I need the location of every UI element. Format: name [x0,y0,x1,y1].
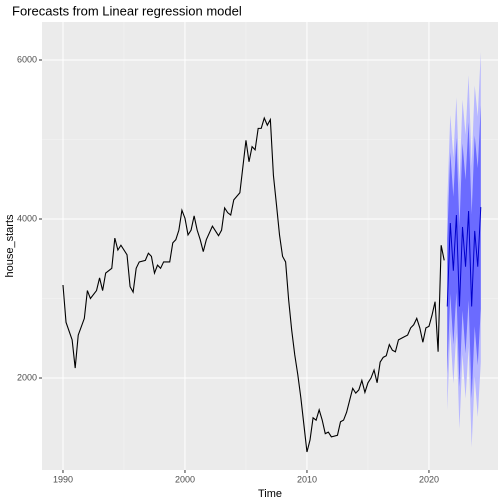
panel [42,22,498,470]
x-tick-label: 1990 [53,474,73,484]
y-tick-label: 2000 [17,372,37,382]
x-tick-label: 2020 [419,474,439,484]
y-tick-label: 4000 [17,213,37,223]
forecast-line [446,207,482,307]
x-axis-label: Time [258,488,282,500]
y-tick-label: 6000 [17,54,37,64]
series-line [62,116,445,453]
chart-title: Forecasts from Linear regression model [12,3,242,18]
y-axis-label: house_starts [4,214,16,277]
x-tick-label: 2000 [175,474,195,484]
x-tick-label: 2010 [297,474,317,484]
